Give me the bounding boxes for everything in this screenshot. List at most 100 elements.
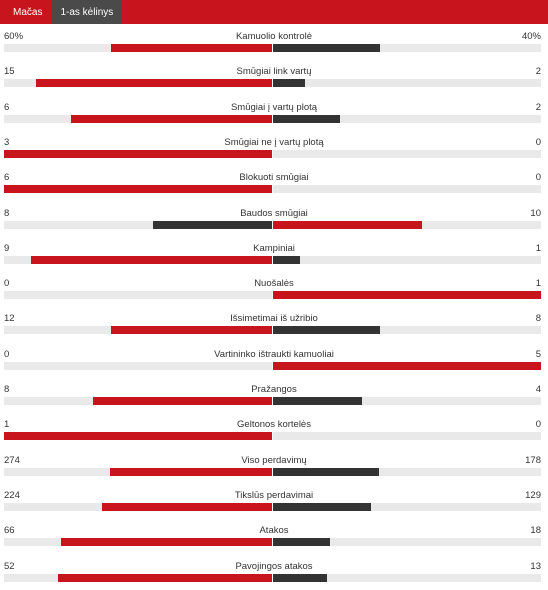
stat-row: 8 Pražangos 4 [0,384,548,410]
away-value: 129 [525,489,541,501]
away-bar-fill [273,502,371,511]
away-bar-fill [273,220,422,229]
away-value: 8 [535,313,541,325]
stat-row: 224 Tikslūs perdavimai 129 [0,490,548,516]
stat-label: Nuošalės [254,278,294,290]
home-value: 8 [4,207,10,219]
away-bar-fill [273,573,327,582]
away-value: 0 [535,136,541,148]
home-bar-track [4,361,272,370]
away-value: 5 [535,348,541,360]
home-bar-fill [61,538,272,547]
stat-row: 8 Baudos smūgiai 10 [0,208,548,234]
home-bar-fill [111,44,272,52]
home-value: 12 [4,313,15,325]
away-bar-track [273,149,541,158]
away-bar-track [273,502,541,511]
stat-label: Kamuolio kontrolė [235,31,313,42]
home-value: 9 [4,242,10,254]
home-bar-track [4,538,272,547]
away-bar-track [273,114,541,123]
home-bar-track [4,220,272,229]
away-value: 0 [535,172,541,184]
away-bar-fill [273,467,379,476]
home-value: 274 [4,454,20,466]
away-bar-track [273,432,541,441]
stat-label: Atakos [259,525,289,537]
stat-row: 52 Pavojingos atakos 13 [0,561,548,587]
home-value: 60% [4,31,24,42]
stat-row: 274 Viso perdavimų 178 [0,455,548,481]
away-bar-track [273,326,541,335]
home-value: 66 [4,525,15,537]
home-value: 3 [4,136,10,148]
stat-label: Blokuoti smūgiai [239,172,309,184]
home-bar-fill [31,255,272,264]
away-bar-track [273,397,541,405]
away-value: 2 [535,101,541,113]
away-value: 1 [535,242,541,254]
away-bar-fill [273,44,380,52]
home-bar-fill [110,467,272,476]
home-bar-fill [4,432,272,441]
home-bar-fill [4,185,272,194]
away-bar-fill [273,326,380,335]
stat-label: Pražangos [251,384,297,395]
home-bar-track [4,44,272,52]
away-value: 2 [535,66,541,78]
home-value: 0 [4,348,10,360]
away-bar-track [273,255,541,264]
stat-row: 6 Blokuoti smūgiai 0 [0,172,548,198]
home-bar-fill [4,149,272,158]
away-value: 40% [521,31,541,42]
stat-row: 3 Smūgiai ne į vartų plotą 0 [0,137,548,163]
home-value: 224 [4,489,20,501]
stat-label: Smūgiai ne į vartų plotą [224,136,324,148]
stat-row: 15 Smūgiai link vartų 2 [0,66,548,92]
away-bar-fill [273,114,340,123]
tab-first-half[interactable]: 1-as kėlinys [51,0,123,24]
stat-label: Viso perdavimų [241,454,307,466]
home-value: 1 [4,419,10,431]
stat-label: Tikslūs perdavimai [234,489,314,501]
stat-label: Vartininko ištraukti kamuoliai [214,348,334,360]
away-bar-track [273,467,541,476]
away-bar-fill [273,291,541,300]
home-bar-fill [36,79,272,88]
stat-label: Pavojingos atakos [235,560,313,572]
stat-label: Baudos smūgiai [240,207,308,219]
home-bar-track [4,79,272,88]
home-bar-fill [71,114,272,123]
home-bar-fill [58,573,272,582]
stat-label: Smūgiai į vartų plotą [230,101,318,113]
away-bar-track [273,573,541,582]
home-bar-fill [111,326,272,335]
home-bar-track [4,185,272,194]
away-value: 0 [535,419,541,431]
away-bar-fill [273,538,330,547]
home-bar-track [4,573,272,582]
stat-label: Kampiniai [253,242,295,254]
away-value: 4 [535,384,541,395]
home-value: 52 [4,560,15,572]
stat-label: Geltonos kortelės [237,419,311,431]
home-bar-track [4,397,272,405]
tab-match[interactable]: Mačas [13,6,43,18]
home-value: 0 [4,278,10,290]
home-bar-track [4,502,272,511]
away-bar-track [273,44,541,52]
home-bar-track [4,255,272,264]
home-bar-track [4,114,272,123]
away-bar-fill [273,79,305,88]
home-bar-track [4,291,272,300]
stat-row: 6 Smūgiai į vartų plotą 2 [0,102,548,128]
home-bar-fill [102,502,272,511]
away-bar-track [273,185,541,194]
away-value: 1 [535,278,541,290]
away-bar-track [273,291,541,300]
away-bar-fill [273,255,300,264]
stat-row: 66 Atakos 18 [0,525,548,551]
home-bar-track [4,467,272,476]
home-bar-track [4,432,272,441]
away-bar-fill [273,397,362,405]
